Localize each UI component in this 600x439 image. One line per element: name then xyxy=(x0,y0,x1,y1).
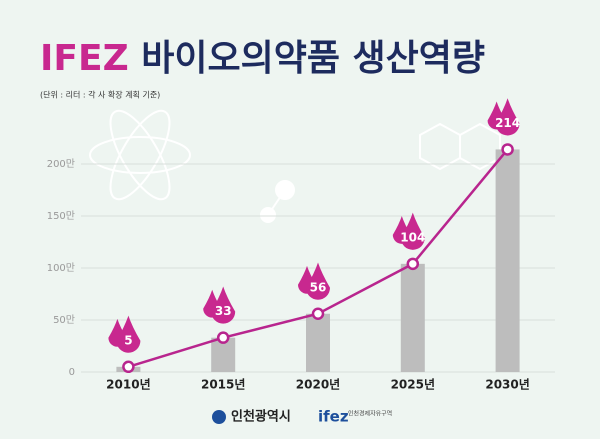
y-tick-label: 200만 xyxy=(47,158,75,170)
bar xyxy=(495,149,520,372)
droplet xyxy=(116,315,141,353)
droplet xyxy=(400,212,425,250)
y-tick-label: 100만 xyxy=(47,262,75,274)
footer-right: ifez xyxy=(318,408,349,426)
y-tick-label: 50만 xyxy=(53,314,75,326)
footer: 인천광역시 ifez 인천경제자유구역 xyxy=(212,408,392,426)
footer-left: 인천광역시 xyxy=(231,409,291,425)
line-point xyxy=(311,307,325,321)
bar xyxy=(400,263,425,372)
value-label: 5 xyxy=(124,333,132,347)
value-label: 214 xyxy=(495,116,520,130)
line-point xyxy=(501,143,514,156)
droplet xyxy=(495,98,520,136)
y-tick-label: 0 xyxy=(69,367,75,378)
line-point xyxy=(406,257,420,271)
line-point xyxy=(122,360,135,374)
value-label: 33 xyxy=(215,304,232,318)
x-tick-label: 2020년 xyxy=(296,378,340,392)
chart-title: IFEZ 바이오의약품 생산역량 xyxy=(40,38,485,79)
x-tick-label: 2010년 xyxy=(106,378,150,392)
x-tick-label: 2030년 xyxy=(485,378,529,392)
footer-right-sub: 인천경제자유구역 xyxy=(348,410,392,418)
y-tick-label: 150만 xyxy=(47,210,75,222)
x-tick-label: 2025년 xyxy=(391,378,435,392)
droplet xyxy=(306,262,330,300)
value-label: 56 xyxy=(310,280,327,294)
x-tick-label: 2015년 xyxy=(201,378,245,392)
value-label: 104 xyxy=(400,230,425,244)
line-point xyxy=(216,331,230,344)
logo-icon xyxy=(212,410,226,424)
bar xyxy=(306,313,330,372)
droplet xyxy=(211,286,236,324)
chart-subtitle: (단위 : 리터 : 각 사 확장 계획 기준) xyxy=(40,90,160,100)
